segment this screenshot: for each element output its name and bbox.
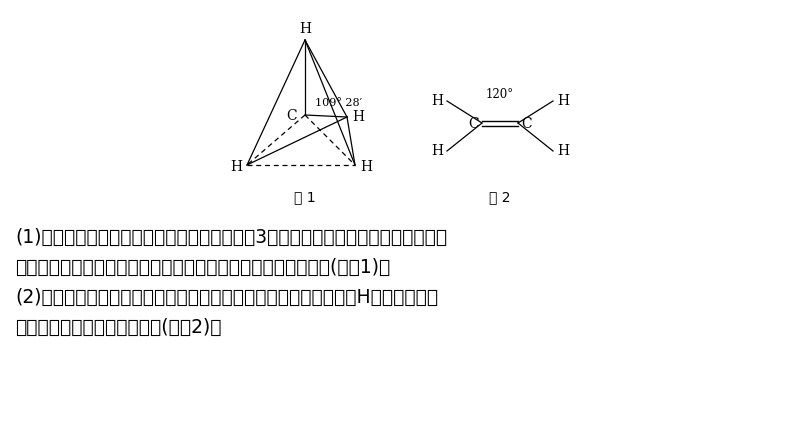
Text: C: C [521, 117, 532, 131]
Text: H: H [299, 22, 311, 36]
Text: 109° 28′: 109° 28′ [315, 98, 362, 108]
Text: H: H [352, 110, 364, 124]
Text: 机物中的所有原子仍然共平面(如图2)。: 机物中的所有原子仍然共平面(如图2)。 [15, 318, 222, 337]
Text: H: H [431, 94, 443, 108]
Text: C: C [468, 117, 479, 131]
Text: H: H [557, 144, 569, 158]
Text: H: H [557, 94, 569, 108]
Text: 图 1: 图 1 [295, 190, 316, 204]
Text: H: H [360, 160, 372, 174]
Text: 120°: 120° [486, 88, 514, 101]
Text: (1)甲烷分子中所有原子一定不共平面，最多有3个原子处在一个平面上，即分子中碳: (1)甲烷分子中所有原子一定不共平面，最多有3个原子处在一个平面上，即分子中碳 [15, 228, 447, 247]
Text: C: C [287, 109, 297, 123]
Text: H: H [230, 160, 242, 174]
Text: 原子若以四个单键与其他原子相连，则所有原子一定不能共平面(如图1)。: 原子若以四个单键与其他原子相连，则所有原子一定不能共平面(如图1)。 [15, 258, 390, 277]
Text: (2)乙烯分子中所有原子一定共平面，若用其他原子代替其中的任何H原子，所得有: (2)乙烯分子中所有原子一定共平面，若用其他原子代替其中的任何H原子，所得有 [15, 288, 438, 307]
Text: 图 2: 图 2 [489, 190, 511, 204]
Text: H: H [431, 144, 443, 158]
